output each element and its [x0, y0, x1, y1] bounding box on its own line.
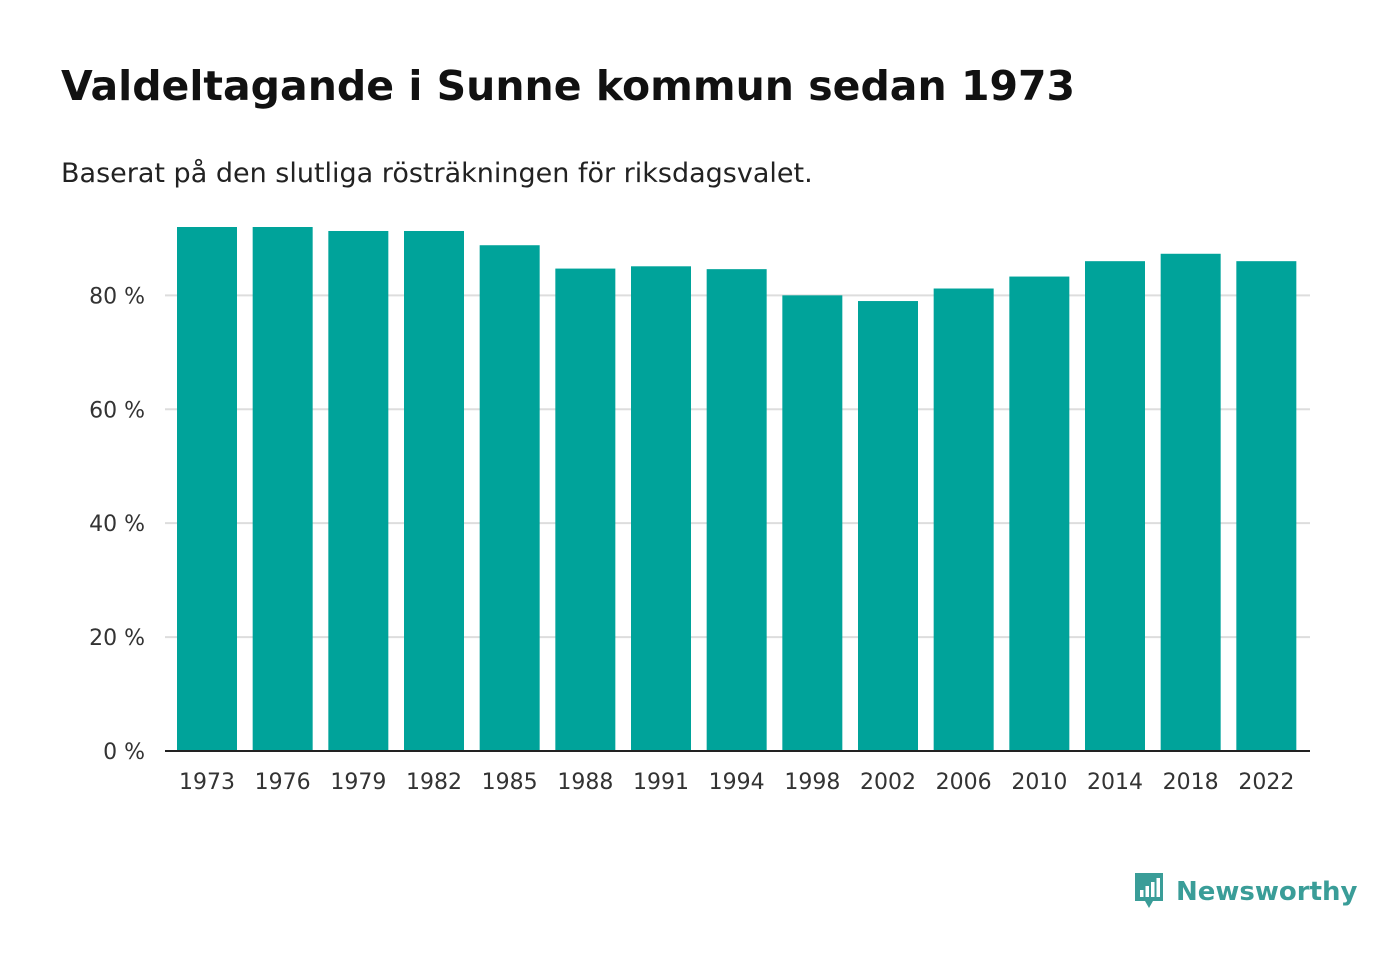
- bar-chart-speech-bubble-icon: [1135, 873, 1163, 908]
- y-tick-label: 80 %: [89, 284, 145, 309]
- bar: [177, 227, 237, 751]
- x-tick-label: 1985: [482, 770, 538, 795]
- x-tick-label: 2006: [936, 770, 992, 795]
- brand-name: Newsworthy: [1176, 877, 1358, 907]
- y-tick-label: 0 %: [103, 740, 145, 765]
- y-tick-label: 40 %: [89, 512, 145, 537]
- y-tick-label: 20 %: [89, 626, 145, 651]
- bar: [555, 268, 616, 751]
- bar: [782, 295, 843, 751]
- x-tick-label: 2022: [1238, 770, 1294, 795]
- x-tick-label: 2014: [1087, 770, 1143, 795]
- bar: [404, 230, 464, 752]
- bar: [1085, 261, 1145, 751]
- x-tick-label: 1994: [709, 770, 765, 795]
- axes: 0 % 20 % 40 % 60 % 80 % 1973 1976 1979 1982 1985 1…: [89, 284, 1310, 795]
- bar: [858, 301, 918, 751]
- chart-title: Valdeltagande i Sunne kommun sedan 1973: [61, 62, 1076, 110]
- x-tick-label: 2002: [860, 770, 916, 795]
- bar: [631, 266, 691, 751]
- bars: [177, 227, 1297, 752]
- brand-logo: Newsworthy: [1132, 870, 1357, 914]
- x-tick-label: 1991: [633, 770, 689, 795]
- bar: [1160, 253, 1221, 751]
- bar: [252, 227, 313, 751]
- bar: [328, 230, 389, 752]
- x-tick-label: 1979: [330, 770, 386, 795]
- x-tick-label: 1976: [255, 770, 311, 795]
- bar: [706, 269, 767, 751]
- x-tick-label: 2018: [1163, 770, 1219, 795]
- x-tick-label: 1998: [784, 770, 840, 795]
- x-tick-label: 2010: [1011, 770, 1067, 795]
- bar: [933, 288, 994, 751]
- x-tick-label: 1982: [406, 770, 462, 795]
- x-tick-label: 1973: [179, 770, 235, 795]
- bar: [1009, 276, 1070, 751]
- bar: [1236, 261, 1297, 751]
- chart-subtitle: Baserat på den slutliga rösträkningen fö…: [61, 158, 813, 189]
- bar: [479, 245, 540, 752]
- y-tick-label: 60 %: [89, 398, 145, 423]
- x-tick-label: 1988: [557, 770, 613, 795]
